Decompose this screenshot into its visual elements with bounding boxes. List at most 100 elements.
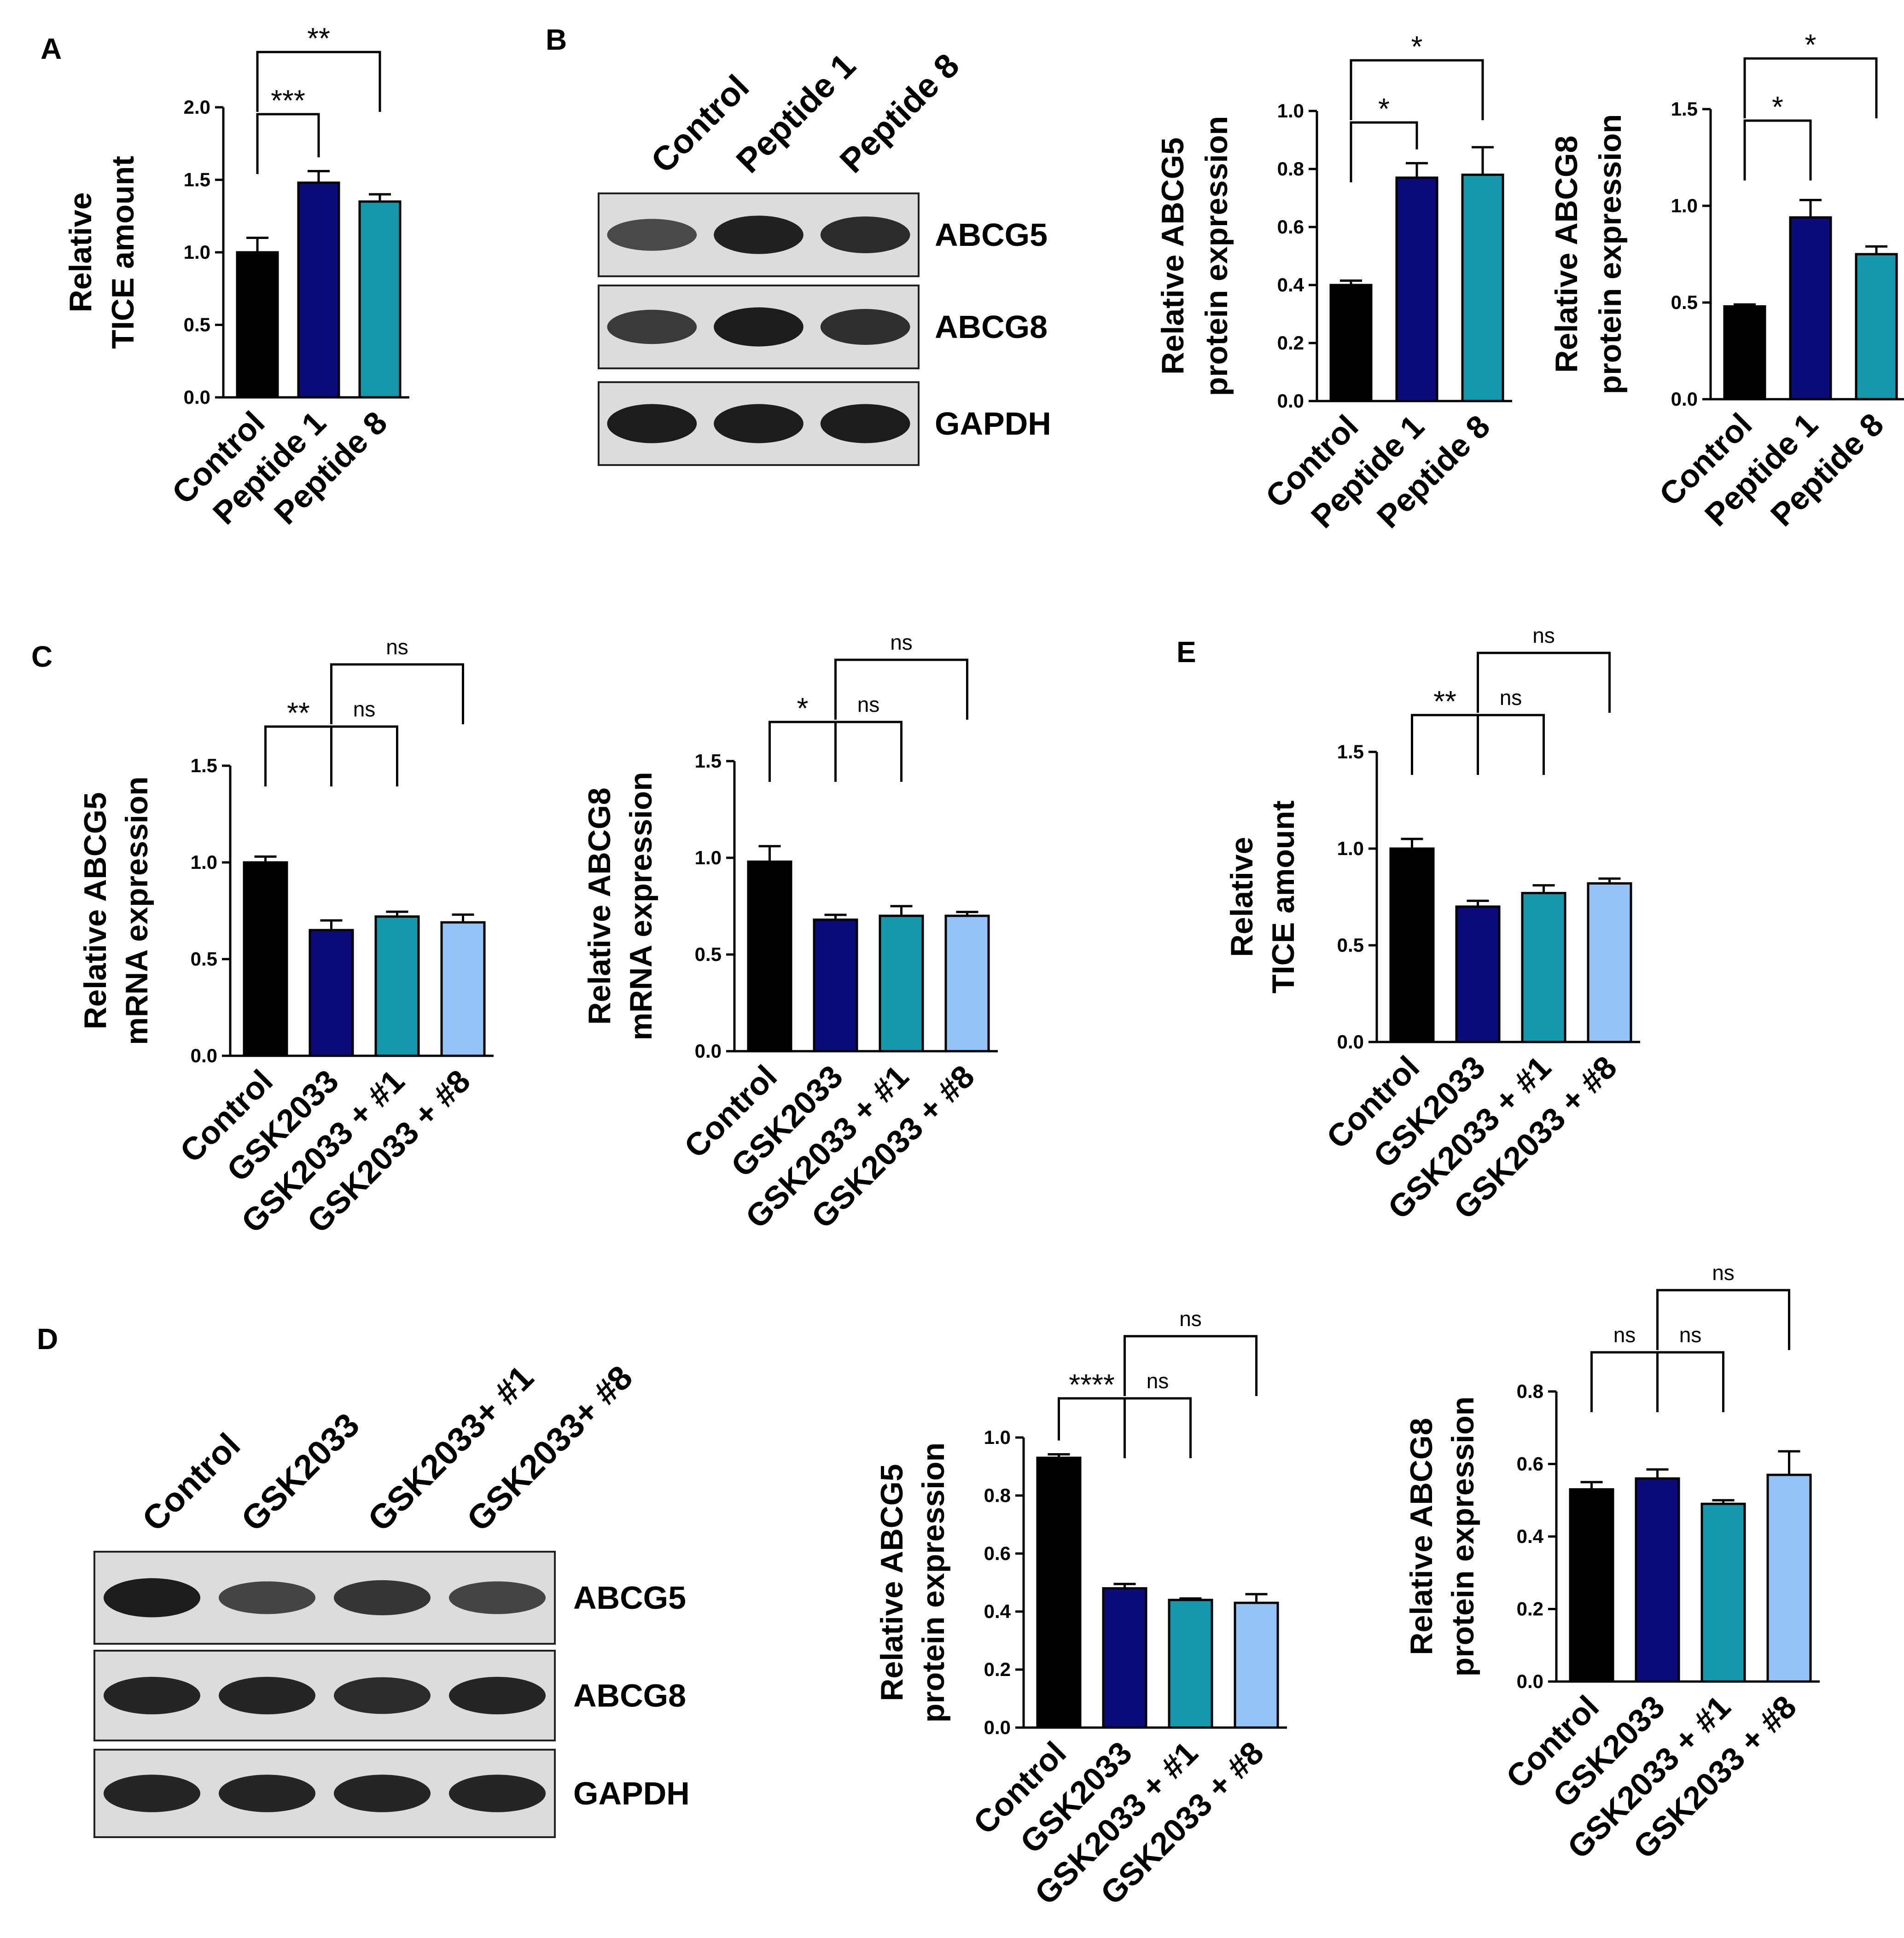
y-tick-label: 0.0 bbox=[1277, 390, 1304, 412]
significance-bracket bbox=[1124, 1335, 1258, 1396]
bar-peptide-1 bbox=[1395, 176, 1438, 402]
bar-gsk2033-1 bbox=[879, 914, 924, 1053]
blot-band bbox=[714, 215, 804, 254]
y-tick-label: 0.6 bbox=[1517, 1453, 1543, 1475]
blot-row-label: ABCG5 bbox=[935, 217, 1048, 253]
significance-bracket bbox=[769, 721, 837, 782]
bar-gsk2033 bbox=[1102, 1587, 1147, 1729]
blot-band bbox=[449, 1581, 546, 1614]
significance-bracket bbox=[1656, 1289, 1790, 1350]
blot-band bbox=[820, 216, 910, 253]
blot-band bbox=[219, 1676, 315, 1715]
bar-gsk2033-1 bbox=[374, 915, 420, 1057]
blot-band bbox=[820, 404, 910, 443]
y-axis-label: Relative ABCG5 bbox=[78, 792, 113, 1029]
panel-label-b: B bbox=[546, 23, 567, 56]
y-axis-label: Relative bbox=[63, 192, 98, 313]
bar-gsk2033 bbox=[1455, 905, 1501, 1043]
y-tick-label: 0.5 bbox=[191, 948, 217, 970]
chart-d1: 0.0 0.2 0.4 0.6 0.8 1.0 Relative ABCG5 protein … bbox=[874, 1307, 1287, 1911]
blot-lane-label: GSK2033 bbox=[234, 1406, 367, 1538]
y-tick-label: 1.0 bbox=[695, 847, 722, 868]
bar-peptide-1 bbox=[1789, 216, 1832, 401]
significance-bracket bbox=[1350, 59, 1484, 120]
y-tick-label: 1.0 bbox=[1277, 100, 1304, 122]
significance-bracket bbox=[1477, 714, 1545, 775]
significance-label: ** bbox=[307, 22, 330, 55]
y-tick-label: 1.0 bbox=[184, 241, 210, 263]
y-tick-label: 0.4 bbox=[1517, 1525, 1544, 1547]
y-axis-label: mRNA expression bbox=[623, 772, 658, 1040]
significance-bracket bbox=[330, 663, 464, 724]
chart-c2: 0.0 0.5 1.0 1.5 Relative ABCG8 mRNA expressio… bbox=[582, 630, 998, 1235]
significance-label: * bbox=[1411, 30, 1423, 63]
blot-band bbox=[334, 1580, 431, 1616]
blot-band bbox=[449, 1775, 546, 1812]
significance-label: * bbox=[1805, 28, 1817, 61]
bar-gsk2033-8 bbox=[440, 921, 486, 1057]
y-tick-label: 0.6 bbox=[1277, 216, 1304, 238]
bar-gsk2033-8 bbox=[1766, 1473, 1812, 1683]
y-tick-label: 0.2 bbox=[1277, 332, 1304, 354]
y-tick-label: 0.4 bbox=[984, 1600, 1011, 1622]
y-tick-label: 0.0 bbox=[191, 1045, 217, 1066]
y-tick-label: 0.0 bbox=[1337, 1031, 1364, 1053]
significance-label: ns bbox=[386, 635, 408, 659]
bar-control bbox=[236, 251, 279, 399]
blot-band bbox=[104, 1775, 200, 1812]
y-axis-label: protein expression bbox=[916, 1443, 951, 1723]
y-tick-label: 0.8 bbox=[1277, 158, 1304, 180]
y-tick-label: 2.0 bbox=[184, 96, 210, 118]
bar-gsk2033 bbox=[309, 929, 354, 1057]
blot-band bbox=[607, 404, 697, 443]
blot-band bbox=[820, 309, 910, 345]
bar-gsk2033-8 bbox=[1234, 1601, 1279, 1729]
y-axis-label: Relative bbox=[1224, 837, 1259, 957]
bar-control bbox=[243, 861, 288, 1057]
y-tick-label: 1.0 bbox=[1337, 838, 1364, 859]
significance-bracket bbox=[1411, 714, 1479, 775]
panel-labels: A B C D E bbox=[31, 23, 1196, 1356]
significance-bracket bbox=[1743, 57, 1878, 118]
y-tick-label: 1.0 bbox=[191, 851, 217, 873]
y-tick-label: 1.5 bbox=[1337, 741, 1364, 762]
significance-label: ns bbox=[1500, 686, 1522, 710]
bar-control bbox=[1036, 1456, 1082, 1729]
y-axis-label: TICE amount bbox=[105, 156, 140, 349]
significance-bracket bbox=[834, 721, 903, 782]
blot-row-label: ABCG8 bbox=[573, 1678, 686, 1714]
blot-band bbox=[714, 404, 804, 443]
y-tick-label: 0.0 bbox=[695, 1040, 722, 1062]
significance-label: ns bbox=[1613, 1323, 1636, 1347]
panel-label-e: E bbox=[1176, 635, 1196, 669]
significance-label: ns bbox=[1679, 1323, 1702, 1347]
y-axis-label: protein expression bbox=[1199, 116, 1234, 396]
y-tick-label: 0.0 bbox=[184, 386, 210, 408]
blot-band bbox=[104, 1578, 200, 1618]
significance-label: ns bbox=[857, 693, 880, 716]
blot-band bbox=[607, 309, 697, 344]
bar-gsk2033-1 bbox=[1700, 1502, 1746, 1683]
significance-label: ns bbox=[1532, 623, 1555, 647]
bar-peptide-1 bbox=[297, 181, 340, 399]
blot-band bbox=[334, 1775, 431, 1812]
significance-bracket bbox=[1743, 119, 1812, 180]
blot-lane-label: Control bbox=[135, 1426, 248, 1539]
significance-label: ns bbox=[1179, 1307, 1202, 1331]
y-axis-label: Relative ABCG5 bbox=[874, 1464, 909, 1701]
y-axis-label: TICE amount bbox=[1266, 800, 1301, 993]
significance-bracket bbox=[1656, 1351, 1724, 1412]
chart-d2: 0.0 0.2 0.4 0.6 0.8 Relative ABCG8 protein exp… bbox=[1404, 1261, 1820, 1865]
chart-b1: 0.0 0.2 0.4 0.6 0.8 1.0 Relative ABCG5 protein … bbox=[1155, 30, 1512, 535]
significance-label: * bbox=[797, 692, 809, 725]
significance-label: ns bbox=[353, 697, 376, 721]
chart-c1: 0.0 0.5 1.0 1.5 Relative ABCG5 mRNA expressio… bbox=[78, 635, 494, 1240]
blot-band bbox=[104, 1676, 200, 1715]
bar-control bbox=[747, 860, 792, 1053]
y-tick-label: 0.5 bbox=[695, 943, 722, 965]
y-tick-label: 0.4 bbox=[1277, 274, 1304, 296]
significance-label: *** bbox=[271, 84, 305, 117]
y-tick-label: 1.0 bbox=[1671, 195, 1698, 216]
